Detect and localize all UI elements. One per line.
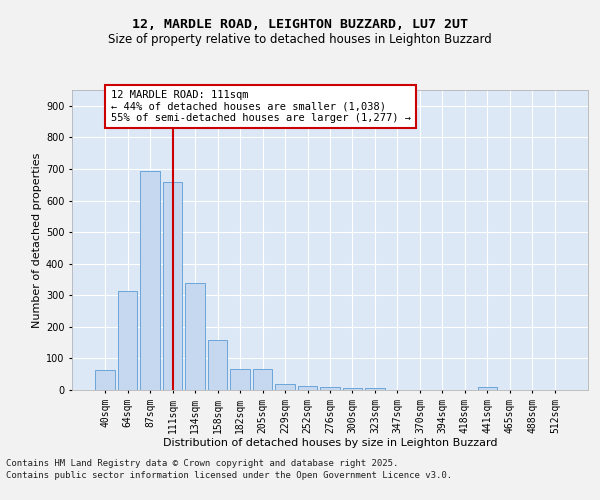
- Bar: [185, 284, 205, 390]
- Y-axis label: Number of detached properties: Number of detached properties: [32, 152, 41, 328]
- Text: Contains public sector information licensed under the Open Government Licence v3: Contains public sector information licen…: [6, 471, 452, 480]
- Bar: [298, 386, 317, 390]
- Text: 12 MARDLE ROAD: 111sqm
← 44% of detached houses are smaller (1,038)
55% of semi-: 12 MARDLE ROAD: 111sqm ← 44% of detached…: [110, 90, 410, 123]
- Bar: [95, 370, 115, 390]
- Text: 12, MARDLE ROAD, LEIGHTON BUZZARD, LU7 2UT: 12, MARDLE ROAD, LEIGHTON BUZZARD, LU7 2…: [132, 18, 468, 30]
- Bar: [208, 340, 227, 390]
- Bar: [478, 388, 497, 390]
- Text: Size of property relative to detached houses in Leighton Buzzard: Size of property relative to detached ho…: [108, 32, 492, 46]
- X-axis label: Distribution of detached houses by size in Leighton Buzzard: Distribution of detached houses by size …: [163, 438, 497, 448]
- Bar: [365, 388, 385, 390]
- Bar: [275, 384, 295, 390]
- Bar: [163, 182, 182, 390]
- Bar: [118, 290, 137, 390]
- Bar: [253, 368, 272, 390]
- Bar: [140, 170, 160, 390]
- Bar: [343, 388, 362, 390]
- Bar: [320, 387, 340, 390]
- Bar: [230, 368, 250, 390]
- Text: Contains HM Land Registry data © Crown copyright and database right 2025.: Contains HM Land Registry data © Crown c…: [6, 458, 398, 468]
